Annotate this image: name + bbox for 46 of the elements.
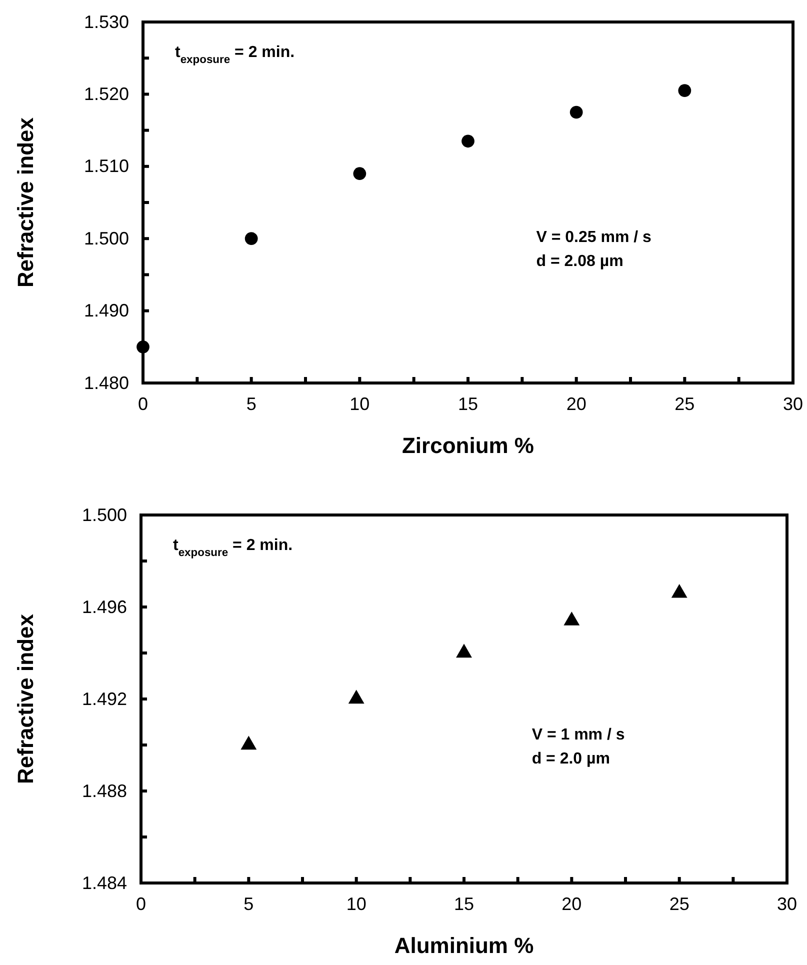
- x-tick-label: 10: [346, 894, 366, 914]
- point: [678, 84, 692, 98]
- y-axis-title: Refractive index: [13, 116, 38, 288]
- x-axis-title: Aluminium %: [394, 933, 534, 958]
- x-tick-label: 15: [454, 894, 474, 914]
- point: [456, 644, 472, 658]
- y-tick-label: 1.500: [82, 504, 127, 525]
- x-tick-label: 10: [350, 394, 370, 414]
- annotation: t$_{exposure}$ = 2 min.: [173, 537, 293, 559]
- point: [570, 106, 583, 119]
- point: [240, 736, 257, 750]
- point: [136, 340, 150, 354]
- x-tick-label: 5: [246, 394, 256, 414]
- x-tick-label: 30: [782, 394, 804, 414]
- annotation: t$_{exposure}$ = 2 min.: [175, 44, 295, 66]
- y-axis-title: Refractive index: [13, 613, 38, 784]
- point: [671, 584, 688, 598]
- point: [244, 232, 258, 246]
- y-tick-label: 1.500: [84, 228, 129, 248]
- annotation: d = 2.08 µm: [536, 253, 624, 270]
- y-tick-label: 1.510: [84, 156, 129, 176]
- y-tick-label: 1.480: [84, 372, 129, 393]
- y-tick-label: 1.530: [84, 12, 129, 32]
- point: [462, 134, 474, 148]
- x-tick-label: 20: [562, 894, 582, 914]
- y-tick-label: 1.484: [82, 872, 127, 893]
- y-tick-label: 1.496: [82, 596, 127, 617]
- x-axis-title: Zirconium %: [402, 433, 534, 458]
- annotation: d = 2.0 µm: [532, 750, 610, 768]
- y-tick-label: 1.492: [82, 688, 127, 709]
- x-tick-label: 20: [566, 394, 586, 414]
- point: [564, 612, 580, 626]
- point: [348, 690, 364, 704]
- annotation: V = 0.25 mm / s: [536, 229, 652, 246]
- annotation: V = 1 mm / s: [532, 726, 625, 744]
- y-tick-label: 1.490: [84, 300, 129, 321]
- y-tick-label: 1.520: [84, 84, 129, 104]
- x-tick-label: 25: [674, 394, 695, 414]
- x-tick-label: 30: [776, 894, 798, 914]
- x-tick-label: 0: [138, 394, 148, 414]
- x-tick-label: 5: [244, 894, 254, 914]
- x-tick-label: 25: [669, 894, 690, 914]
- x-tick-label: 15: [458, 394, 478, 414]
- x-tick-label: 0: [136, 894, 146, 914]
- y-tick-label: 1.488: [82, 780, 127, 801]
- point: [353, 167, 366, 180]
